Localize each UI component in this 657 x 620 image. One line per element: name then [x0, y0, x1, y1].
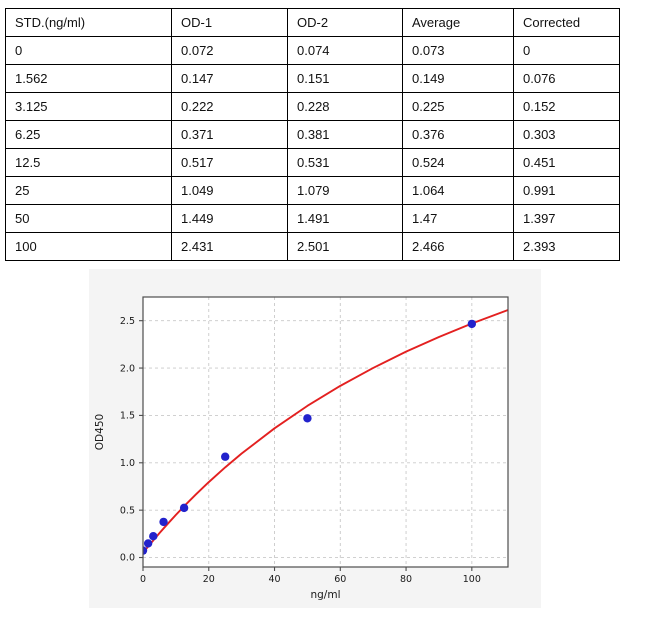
standards-table: STD.(ng/ml) OD-1 OD-2 Average Corrected 0 0.0…: [5, 8, 620, 261]
x-tick-label: 20: [203, 574, 215, 585]
table-cell: 0.222: [171, 92, 288, 121]
table-row: 3.125 0.222 0.228 0.225 0.152: [5, 92, 620, 121]
table-cell: 1.397: [513, 204, 620, 233]
y-tick-label: 2.0: [120, 363, 135, 374]
table-cell: 0.451: [513, 148, 620, 177]
table-cell: 1.449: [171, 204, 288, 233]
y-axis-label: OD450: [94, 414, 106, 450]
table-row: 12.5 0.517 0.531 0.524 0.451: [5, 148, 620, 177]
x-tick-label: 60: [334, 574, 346, 585]
y-tick-label: 1.0: [120, 458, 135, 469]
table-cell: 0.228: [287, 92, 403, 121]
table-row: 1.562 0.147 0.151 0.149 0.076: [5, 64, 620, 93]
data-point: [143, 539, 153, 548]
table-row: 100 2.431 2.501 2.466 2.393: [5, 232, 620, 261]
table-cell: 50: [5, 204, 172, 233]
column-header-1: OD-1: [171, 8, 288, 37]
standard-curve-chart: 0 20 40 60 80 100 0.0 0.5 1.0 1.5 2.0 2.5 ng/ml OD450: [89, 269, 541, 608]
table-cell: 0.991: [513, 176, 620, 205]
data-point: [467, 319, 477, 329]
table-cell: 12.5: [5, 148, 172, 177]
table-cell: 3.125: [5, 92, 172, 121]
standard-curve-figure: 0 20 40 60 80 100 0.0 0.5 1.0 1.5 2.0 2.5 ng/ml OD450: [89, 269, 541, 608]
table-row: 6.25 0.371 0.381 0.376 0.303: [5, 120, 620, 149]
table-header: STD.(ng/ml) OD-1 OD-2 Average Corrected: [5, 8, 620, 37]
y-tick-label: 0.5: [120, 505, 135, 516]
data-point: [149, 532, 158, 541]
table-cell: 2.501: [287, 232, 403, 261]
table-cell: 0.074: [287, 36, 403, 65]
table-cell: 1.562: [5, 64, 172, 93]
table-cell: 0.072: [171, 36, 288, 65]
table-cell: 6.25: [5, 120, 172, 149]
data-point: [303, 414, 312, 423]
column-header-2: OD-2: [287, 8, 403, 37]
table-row: 50 1.449 1.491 1.47 1.397: [5, 204, 620, 233]
table-cell: 1.079: [287, 176, 403, 205]
column-header-3: Average: [402, 8, 514, 37]
table-cell: 100: [5, 232, 172, 261]
axes-spines: [142, 296, 509, 568]
table-cell: 2.466: [402, 232, 514, 261]
table-cell: 1.064: [402, 176, 514, 205]
table-row: 0 0.072 0.074 0.073 0: [5, 36, 620, 65]
plot-background: [143, 297, 508, 567]
table-cell: 1.049: [171, 176, 288, 205]
column-header-4: Corrected: [513, 8, 620, 37]
table-cell: 0.149: [402, 64, 514, 93]
header-row: STD.(ng/ml) OD-1 OD-2 Average Corrected: [5, 8, 620, 37]
table-cell: 25: [5, 176, 172, 205]
x-tick-label: 80: [400, 574, 412, 585]
data-point: [143, 546, 148, 555]
table-cell: 0.225: [402, 92, 514, 121]
table-cell: 2.393: [513, 232, 620, 261]
table-cell: 0.147: [171, 64, 288, 93]
x-tick-label: 40: [268, 574, 280, 585]
data-point: [221, 452, 230, 461]
table-cell: 1.47: [402, 204, 514, 233]
data-point: [159, 517, 168, 527]
y-tick-label: 1.5: [120, 411, 135, 422]
table-cell: 0.376: [402, 120, 514, 149]
table-cell: 0.531: [287, 148, 403, 177]
table-cell: 1.491: [287, 204, 403, 233]
table-cell: 0.151: [287, 64, 403, 93]
data-point: [179, 503, 189, 513]
y-tick-label: 2.5: [120, 316, 135, 327]
table-cell: 0.371: [171, 120, 288, 149]
x-axis-label: ng/ml: [310, 589, 340, 601]
x-tick-label: 100: [463, 574, 481, 585]
table-cell: 0.524: [402, 148, 514, 177]
table-cell: 0.303: [513, 120, 620, 149]
table-cell: 0.152: [513, 92, 620, 121]
table-cell: 0.076: [513, 64, 620, 93]
table-cell: 2.431: [171, 232, 288, 261]
table-cell: 0.517: [171, 148, 288, 177]
column-header-0: STD.(ng/ml): [5, 8, 172, 37]
table-cell: 0: [5, 36, 172, 65]
table-cell: 0: [513, 36, 620, 65]
table-body: 0 0.072 0.074 0.073 0 1.562 0.147 0.151 0.149 0.0…: [5, 36, 620, 261]
y-tick-label: 0.0: [120, 553, 135, 564]
table-cell: 0.381: [287, 120, 403, 149]
table-row: 25 1.049 1.079 1.064 0.991: [5, 176, 620, 205]
table-cell: 0.073: [402, 36, 514, 65]
x-tick-label: 0: [140, 574, 146, 585]
